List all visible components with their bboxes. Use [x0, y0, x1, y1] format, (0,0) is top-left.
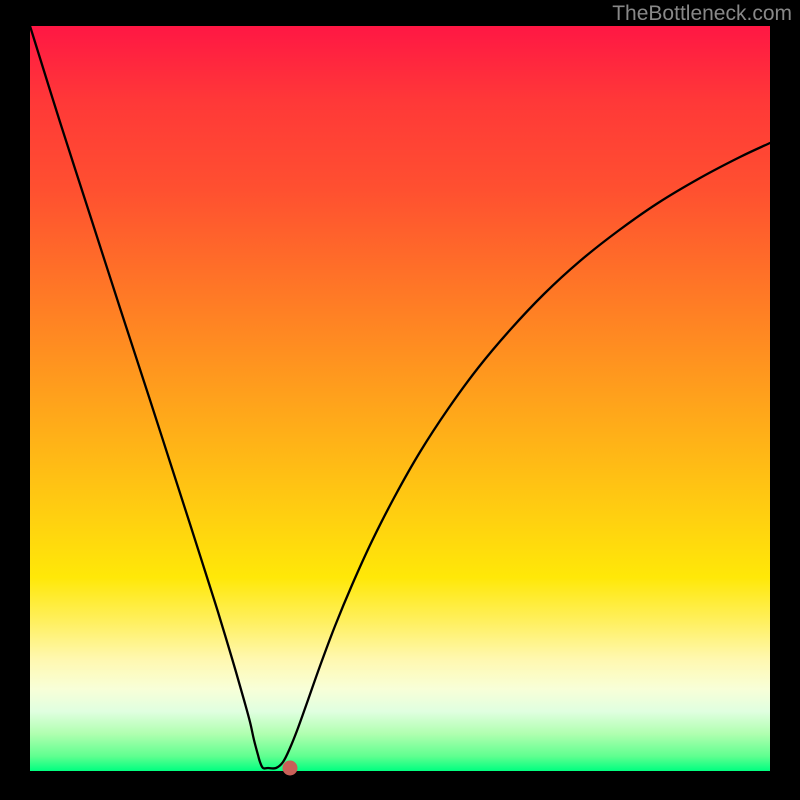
bottleneck-curve: [30, 26, 770, 768]
chart-container: TheBottleneck.com: [0, 0, 800, 800]
curve-overlay: [0, 0, 800, 800]
watermark-text: TheBottleneck.com: [612, 2, 792, 26]
optimal-point-marker: [283, 761, 298, 776]
